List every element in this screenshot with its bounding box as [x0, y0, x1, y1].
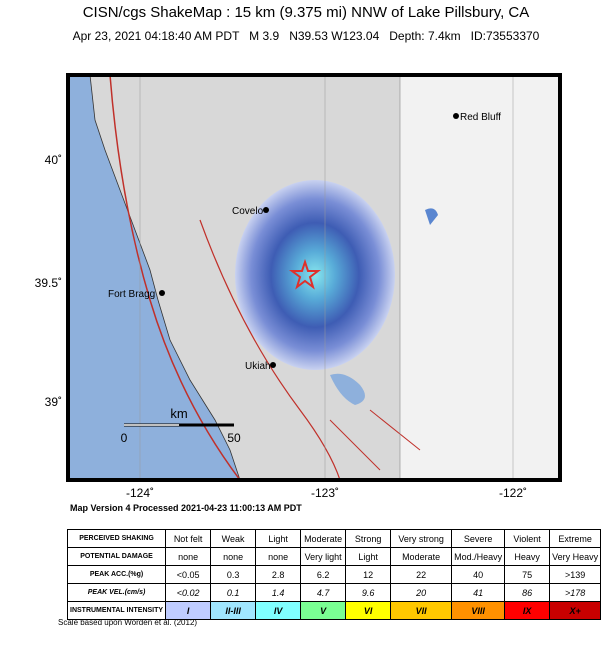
lake	[425, 208, 438, 225]
table-cell: Not felt	[165, 529, 212, 548]
table-row: PEAK ACC.(%g) <0.05 0.3 2.8 6.2 12 22 40 75 >139	[66, 565, 602, 584]
table-cell: none	[210, 547, 257, 566]
subtitle: Apr 23, 2021 04:18:40 AM PDT M 3.9 N39.5…	[73, 29, 540, 43]
place-dot	[453, 113, 459, 119]
place-dot	[270, 362, 276, 368]
table-cell: Very Heavy	[549, 547, 602, 566]
table-cell: 2.8	[255, 565, 302, 584]
table-cell: Moderate	[300, 529, 347, 548]
map-area: Red Bluff Covelo Fort Bragg Ukiah km 0 5…	[68, 75, 560, 480]
intensity-table: PERCEIVED SHAKING Not felt Weak Light Modera…	[66, 529, 602, 620]
table-cell: VI	[345, 601, 392, 620]
table-cell: V	[300, 601, 347, 620]
scale-note: Scale based upon Worden et al. (2012)	[58, 618, 198, 627]
fault	[199, 219, 341, 480]
scale-unit: km	[170, 406, 187, 421]
map-frame	[66, 73, 562, 482]
table-cell: Light	[345, 547, 392, 566]
table-cell: 4.7	[300, 583, 347, 602]
lat-label: 39.5˚	[35, 276, 62, 290]
table-cell: 22	[390, 565, 453, 584]
table-cell: IV	[255, 601, 302, 620]
table-cell: Heavy	[504, 547, 551, 566]
table-cell: >139	[549, 565, 602, 584]
title: CISN/cgs ShakeMap : 15 km (9.375 mi) NNW…	[83, 4, 530, 21]
table-cell: none	[165, 547, 212, 566]
table-cell: 0.3	[210, 565, 257, 584]
table-cell: 20	[390, 583, 453, 602]
table-cell: Strong	[345, 529, 392, 548]
table-cell: 40	[451, 565, 506, 584]
table-cell: VIII	[451, 601, 506, 620]
shaking-area	[235, 180, 395, 370]
lake	[330, 373, 365, 405]
place-dot	[159, 290, 165, 296]
lon-label: -124˚	[126, 486, 154, 500]
table-cell: Light	[255, 529, 302, 548]
table-cell: I	[165, 601, 212, 620]
table-row: PERCEIVED SHAKING Not felt Weak Light Modera…	[66, 529, 602, 548]
table-cell: <0.05	[165, 565, 212, 584]
table-cell: <0.02	[165, 583, 212, 602]
table-cell: Moderate	[390, 547, 453, 566]
shakemap: CISN/cgs ShakeMap : 15 km (9.375 mi) NNW…	[35, 4, 562, 513]
lat-label: 40˚	[45, 153, 62, 167]
table-cell: Mod./Heavy	[451, 547, 506, 566]
table-cell: Very strong	[390, 529, 453, 548]
place-label: Covelo	[232, 206, 264, 217]
table-cell: Extreme	[549, 529, 602, 548]
fault	[329, 409, 421, 471]
table-cell: IX	[504, 601, 551, 620]
lon-label: -123˚	[311, 486, 339, 500]
ocean	[68, 75, 241, 480]
table-row: PEAK VEL.(cm/s) <0.02 0.1 1.4 4.7 9.6 20 41 86 >1…	[66, 583, 602, 602]
place-label: Red Bluff	[460, 112, 501, 123]
row-header: PEAK VEL.(cm/s)	[66, 583, 167, 602]
row-header: INSTRUMENTAL INTENSITY	[66, 601, 167, 620]
place-dot	[263, 207, 269, 213]
table-cell: II-III	[210, 601, 257, 620]
row-header: POTENTIAL DAMAGE	[66, 547, 167, 566]
table-cell: VII	[390, 601, 453, 620]
map-version: Map Version 4 Processed 2021-04-23 11:00…	[70, 503, 302, 513]
table-cell: Violent	[504, 529, 551, 548]
row-header: PEAK ACC.(%g)	[66, 565, 167, 584]
lon-label: -122˚	[499, 486, 527, 500]
place-label: Fort Bragg	[108, 289, 155, 300]
place-label: Ukiah	[245, 361, 271, 372]
table-cell: none	[255, 547, 302, 566]
table-cell: 1.4	[255, 583, 302, 602]
row-header: PERCEIVED SHAKING	[66, 529, 167, 548]
table-cell: 12	[345, 565, 392, 584]
table-row: POTENTIAL DAMAGE none none none Very light Li…	[66, 547, 602, 566]
table-cell: >178	[549, 583, 602, 602]
epicenter	[289, 258, 321, 290]
valley	[400, 75, 560, 480]
table-row: INSTRUMENTAL INTENSITY I II-III IV V VI VII VII…	[66, 601, 602, 620]
table-cell: 9.6	[345, 583, 392, 602]
table-cell: X+	[549, 601, 602, 620]
table-cell: 6.2	[300, 565, 347, 584]
table-cell: Severe	[451, 529, 506, 548]
scale-start: 0	[121, 431, 128, 445]
table-cell: 86	[504, 583, 551, 602]
table-cell: 41	[451, 583, 506, 602]
table-cell: Weak	[210, 529, 257, 548]
table-cell: Very light	[300, 547, 347, 566]
scale-end: 50	[227, 431, 241, 445]
table-cell: 0.1	[210, 583, 257, 602]
lat-label: 39˚	[45, 395, 62, 409]
table-cell: 75	[504, 565, 551, 584]
